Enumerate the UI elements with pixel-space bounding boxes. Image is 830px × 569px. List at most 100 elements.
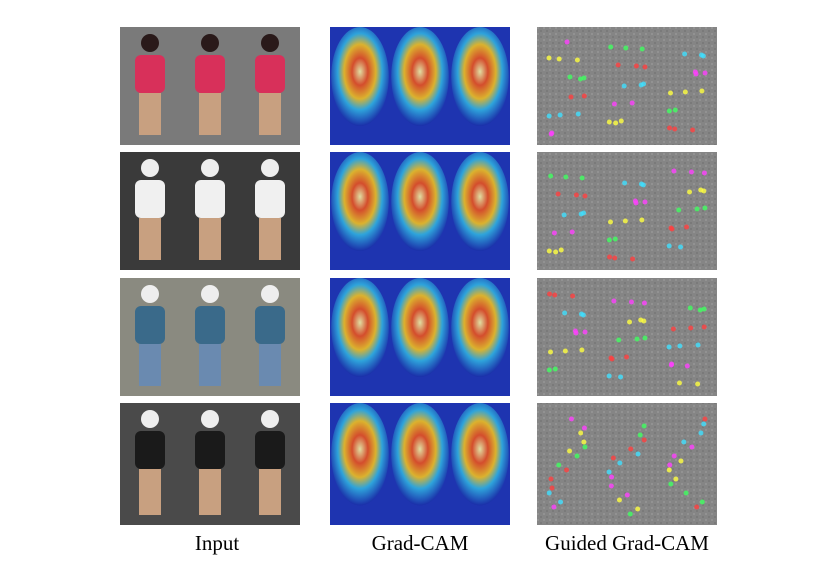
saliency-dot [676, 207, 682, 213]
guided-image [597, 27, 657, 145]
guided-image [657, 27, 717, 145]
saliency-dot [701, 324, 707, 330]
person-legs [139, 469, 161, 515]
saliency-dot [666, 467, 672, 473]
saliency-dot [610, 455, 616, 461]
saliency-dot [684, 363, 690, 369]
saliency-dot [564, 467, 570, 473]
saliency-dot [682, 51, 688, 57]
saliency-dot [632, 198, 638, 204]
saliency-dot [690, 127, 696, 133]
saliency-dot [698, 187, 704, 193]
saliency-dot [581, 75, 587, 81]
saliency-dot [575, 111, 581, 117]
saliency-dot [563, 174, 569, 180]
saliency-dot [618, 118, 624, 124]
saliency-dot [692, 69, 698, 75]
guided-image [537, 152, 597, 270]
saliency-dot [607, 254, 613, 260]
saliency-dot [567, 74, 573, 80]
person-torso [135, 55, 165, 93]
column-label: Input [195, 531, 239, 555]
saliency-dot [558, 247, 564, 253]
person-torso [135, 431, 165, 469]
saliency-dot [578, 311, 584, 317]
saliency-dot [668, 90, 674, 96]
person-legs [139, 344, 161, 386]
person-legs [199, 93, 221, 135]
person-legs [259, 93, 281, 135]
saliency-dot [641, 81, 647, 87]
saliency-dot [642, 199, 648, 205]
person-torso [255, 306, 285, 344]
saliency-dot [672, 126, 678, 132]
heat-region [451, 403, 509, 506]
saliency-dot [611, 101, 617, 107]
saliency-dot [608, 483, 614, 489]
guided-image [657, 403, 717, 525]
saliency-dot [701, 306, 707, 312]
saliency-dot [677, 343, 683, 349]
saliency-dot [578, 430, 584, 436]
saliency-dot [582, 193, 588, 199]
saliency-dot [668, 225, 674, 231]
saliency-dot [694, 206, 700, 212]
column-label: Grad-CAM [372, 531, 469, 555]
person-torso [135, 306, 165, 344]
saliency-dot [702, 70, 708, 76]
saliency-dot [547, 291, 553, 297]
saliency-dot [629, 100, 635, 106]
saliency-dot [562, 310, 568, 316]
saliency-dot [701, 421, 707, 427]
saliency-dot [622, 218, 628, 224]
person-torso [195, 431, 225, 469]
saliency-dot [606, 119, 612, 125]
saliency-dot [641, 423, 647, 429]
saliency-dot [611, 298, 617, 304]
saliency-dot [558, 499, 564, 505]
saliency-dot [667, 125, 673, 131]
saliency-dot [551, 504, 557, 510]
saliency-dot [546, 367, 552, 373]
saliency-dot [609, 474, 615, 480]
heat-region [451, 26, 509, 127]
saliency-dot [673, 476, 679, 482]
person-head [201, 410, 219, 428]
saliency-dot [616, 497, 622, 503]
heat-region [391, 26, 449, 127]
saliency-dot [699, 499, 705, 505]
saliency-dot [573, 192, 579, 198]
saliency-dot [628, 446, 634, 452]
saliency-dot [641, 300, 647, 306]
guided-image [597, 278, 657, 396]
person-torso [195, 180, 225, 218]
saliency-dot [581, 425, 587, 431]
saliency-dot [621, 83, 627, 89]
saliency-dot [561, 212, 567, 218]
person-legs [259, 469, 281, 515]
saliency-dot [564, 39, 570, 45]
person-legs [199, 344, 221, 386]
saliency-dot [635, 506, 641, 512]
saliency-dot [702, 416, 708, 422]
saliency-dot [612, 255, 618, 261]
column-label: Guided Grad-CAM [545, 531, 709, 555]
person-head [201, 159, 219, 177]
saliency-dot [671, 453, 677, 459]
saliency-dot [608, 355, 614, 361]
person-torso [255, 180, 285, 218]
saliency-dot [639, 217, 645, 223]
saliency-dot [568, 94, 574, 100]
saliency-dot [622, 180, 628, 186]
saliency-dot [579, 175, 585, 181]
saliency-dot [608, 219, 614, 225]
heat-region [391, 403, 449, 506]
saliency-dot [613, 120, 619, 126]
saliency-dot [623, 45, 629, 51]
saliency-dot [556, 462, 562, 468]
saliency-dot [688, 325, 694, 331]
saliency-dot [678, 458, 684, 464]
saliency-dot [698, 430, 704, 436]
saliency-dot [635, 451, 641, 457]
saliency-dot [669, 361, 675, 367]
